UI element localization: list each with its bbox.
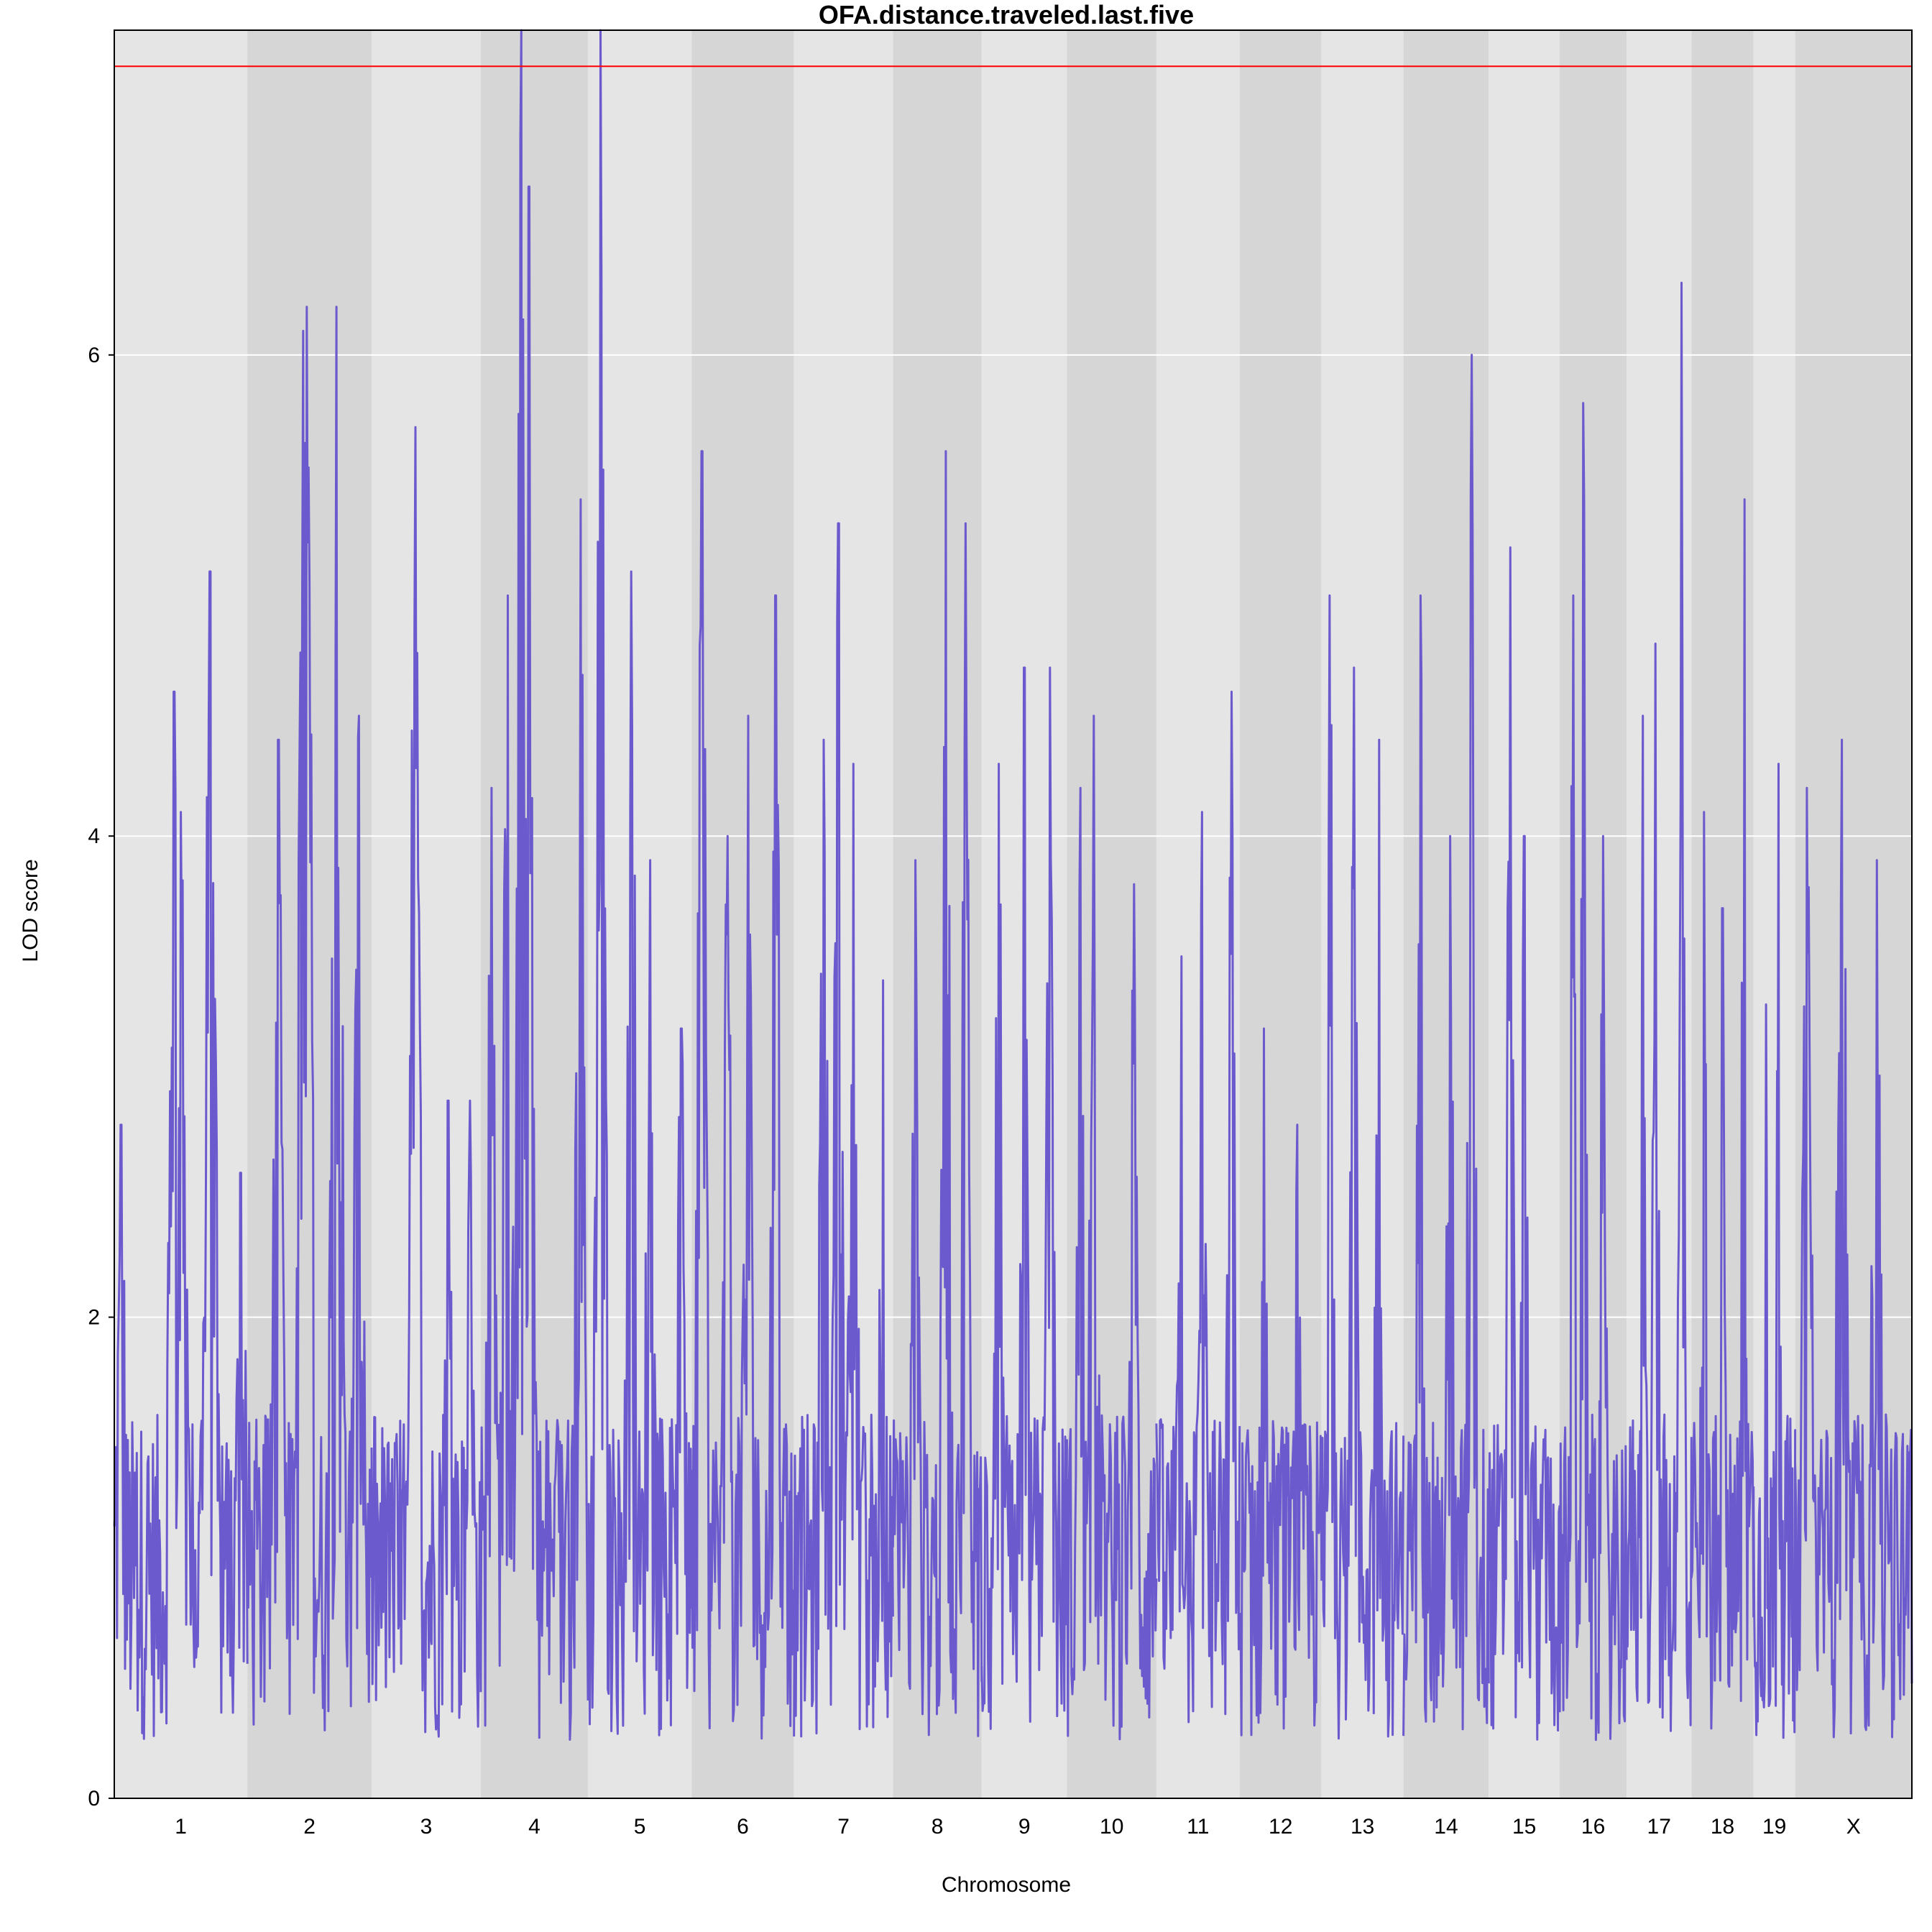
y-axis: 0 2 4 6 [88, 344, 114, 1811]
x-tick-label-5: 5 [634, 1815, 646, 1839]
lod-series-chr-15 [1487, 546, 1561, 1741]
y-tick-label-6: 6 [88, 344, 100, 367]
x-axis: 1 2 3 4 5 6 7 8 9 10 11 12 13 14 15 16 17 18 19 X [175, 1815, 1861, 1839]
lod-series-chr-10 [1066, 714, 1158, 1741]
x-tick-label-8: 8 [932, 1815, 944, 1839]
lod-series-chr-16 [1558, 402, 1628, 1742]
lod-series-chr-13 [1320, 594, 1405, 1740]
x-tick-label-13: 13 [1351, 1815, 1374, 1839]
x-tick-label-18: 18 [1711, 1815, 1734, 1839]
x-tick-label-3: 3 [420, 1815, 433, 1839]
x-tick-label-2: 2 [303, 1815, 316, 1839]
lod-series-chr-2 [246, 305, 373, 1731]
lod-series-chr-x [1794, 738, 1913, 1739]
lod-series-chr-11 [1155, 690, 1241, 1724]
lod-series [113, 29, 1913, 1742]
x-tick-label-4: 4 [528, 1815, 540, 1839]
lod-series-chr-6 [690, 450, 796, 1740]
y-axis-label: LOD score [19, 859, 42, 962]
x-tick-label-16: 16 [1581, 1815, 1605, 1839]
x-tick-label-9: 9 [1018, 1815, 1031, 1839]
x-tick-label-17: 17 [1647, 1815, 1671, 1839]
lod-series-chr-3 [370, 426, 482, 1738]
lod-series-chr-8 [891, 450, 983, 1737]
lod-series-chr-1 [113, 570, 249, 1740]
x-tick-label-1: 1 [175, 1815, 187, 1839]
x-tick-label-14: 14 [1434, 1815, 1458, 1839]
x-tick-label-12: 12 [1269, 1815, 1292, 1839]
lod-series-chr-4 [479, 29, 589, 1741]
lod-series-chr-14 [1402, 354, 1490, 1736]
y-tick-label-4: 4 [88, 824, 100, 848]
y-tick-label-0: 0 [88, 1787, 100, 1811]
plot-frame [114, 29, 1913, 1799]
x-tick-label-10: 10 [1100, 1815, 1123, 1839]
x-tick-label-11: 11 [1187, 1815, 1209, 1839]
x-tick-label-19: 19 [1762, 1815, 1786, 1839]
lod-series-chr-17 [1625, 281, 1693, 1732]
chart-title: OFA.distance.traveled.last.five [819, 0, 1194, 29]
lod-series-chr-7 [793, 522, 894, 1738]
lod-series-chr-9 [980, 666, 1068, 1730]
lod-series-chr-19 [1752, 763, 1797, 1739]
x-tick-label-7: 7 [837, 1815, 850, 1839]
lod-series-chr-5 [586, 29, 693, 1736]
x-axis-label: Chromosome [942, 1873, 1071, 1897]
lod-series-chr-18 [1690, 498, 1755, 1730]
lod-series-chr-12 [1238, 1027, 1323, 1736]
x-tick-label-6: 6 [737, 1815, 749, 1839]
y-tick-label-2: 2 [88, 1306, 100, 1330]
x-tick-label-15: 15 [1512, 1815, 1536, 1839]
x-tick-label-x: X [1846, 1815, 1861, 1839]
